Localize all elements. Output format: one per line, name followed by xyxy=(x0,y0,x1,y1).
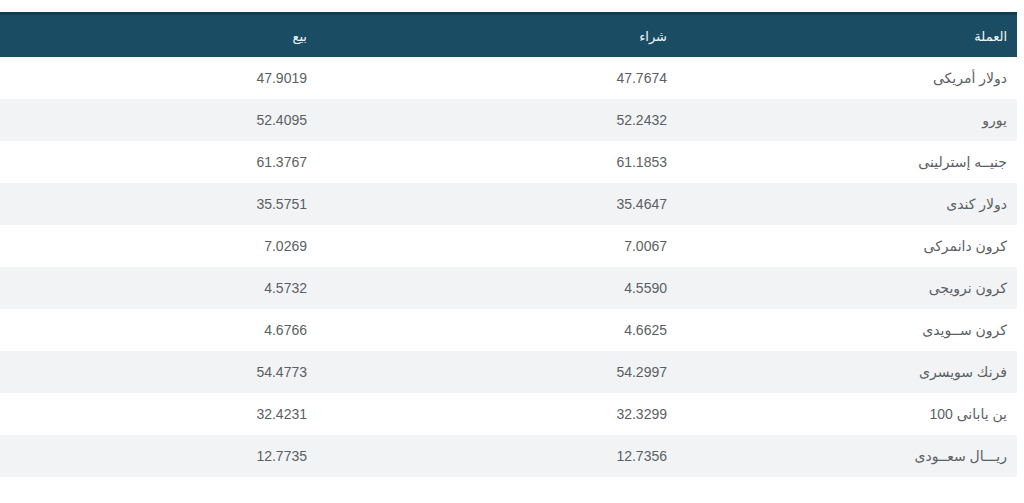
buy-cell: 4.5590 xyxy=(317,267,677,309)
col-header-currency: العملة xyxy=(677,14,1017,58)
buy-cell: 12.7356 xyxy=(317,435,677,477)
table-row: 7.0269 7.0067 كرون دانمركى xyxy=(0,225,1017,267)
exchange-rates-page: بيع شراء العملة 47.9019 47.7674 دولار أم… xyxy=(0,0,1024,503)
table-row: 52.4095 52.2432 يورو xyxy=(0,99,1017,141)
table-row: 47.9019 47.7674 دولار أمريكى xyxy=(0,57,1017,99)
currency-cell: دولار أمريكى xyxy=(677,57,1017,99)
currency-cell: 100 ين يابانى xyxy=(677,393,1017,435)
buy-cell: 52.2432 xyxy=(317,99,677,141)
sell-cell: 47.9019 xyxy=(0,57,317,99)
sell-cell: 61.3767 xyxy=(0,141,317,183)
buy-cell: 7.0067 xyxy=(317,225,677,267)
currency-cell: كرون دانمركى xyxy=(677,225,1017,267)
sell-cell: 7.0269 xyxy=(0,225,317,267)
currency-cell: فرنك سويسرى xyxy=(677,351,1017,393)
header-row: بيع شراء العملة xyxy=(0,14,1017,58)
table-row: 4.6766 4.6625 كرون ســويدى xyxy=(0,309,1017,351)
buy-cell: 61.1853 xyxy=(317,141,677,183)
sell-cell: 35.5751 xyxy=(0,183,317,225)
col-header-buy: شراء xyxy=(317,14,677,58)
currency-cell: ريـــال سعــودى xyxy=(677,435,1017,477)
sell-cell: 4.6766 xyxy=(0,309,317,351)
table-row: 4.5732 4.5590 كرون نرويجى xyxy=(0,267,1017,309)
buy-cell: 35.4647 xyxy=(317,183,677,225)
table-row: 54.4773 54.2997 فرنك سويسرى xyxy=(0,351,1017,393)
sell-cell: 52.4095 xyxy=(0,99,317,141)
col-header-sell: بيع xyxy=(0,14,317,58)
table-row: 12.7735 12.7356 ريـــال سعــودى xyxy=(0,435,1017,477)
currency-cell: كرون نرويجى xyxy=(677,267,1017,309)
buy-cell: 54.2997 xyxy=(317,351,677,393)
sell-cell: 12.7735 xyxy=(0,435,317,477)
buy-cell: 4.6625 xyxy=(317,309,677,351)
sell-cell: 54.4773 xyxy=(0,351,317,393)
buy-cell: 32.3299 xyxy=(317,393,677,435)
currency-cell: دولار كندى xyxy=(677,183,1017,225)
currency-cell: جنيــه إسترلينى xyxy=(677,141,1017,183)
currency-cell: يورو xyxy=(677,99,1017,141)
buy-cell: 47.7674 xyxy=(317,57,677,99)
currency-cell: كرون ســويدى xyxy=(677,309,1017,351)
table-row: 32.4231 32.3299 100 ين يابانى xyxy=(0,393,1017,435)
table-row: 61.3767 61.1853 جنيــه إسترلينى xyxy=(0,141,1017,183)
table-row: 35.5751 35.4647 دولار كندى xyxy=(0,183,1017,225)
sell-cell: 4.5732 xyxy=(0,267,317,309)
currency-rates-table: بيع شراء العملة 47.9019 47.7674 دولار أم… xyxy=(0,12,1017,477)
sell-cell: 32.4231 xyxy=(0,393,317,435)
